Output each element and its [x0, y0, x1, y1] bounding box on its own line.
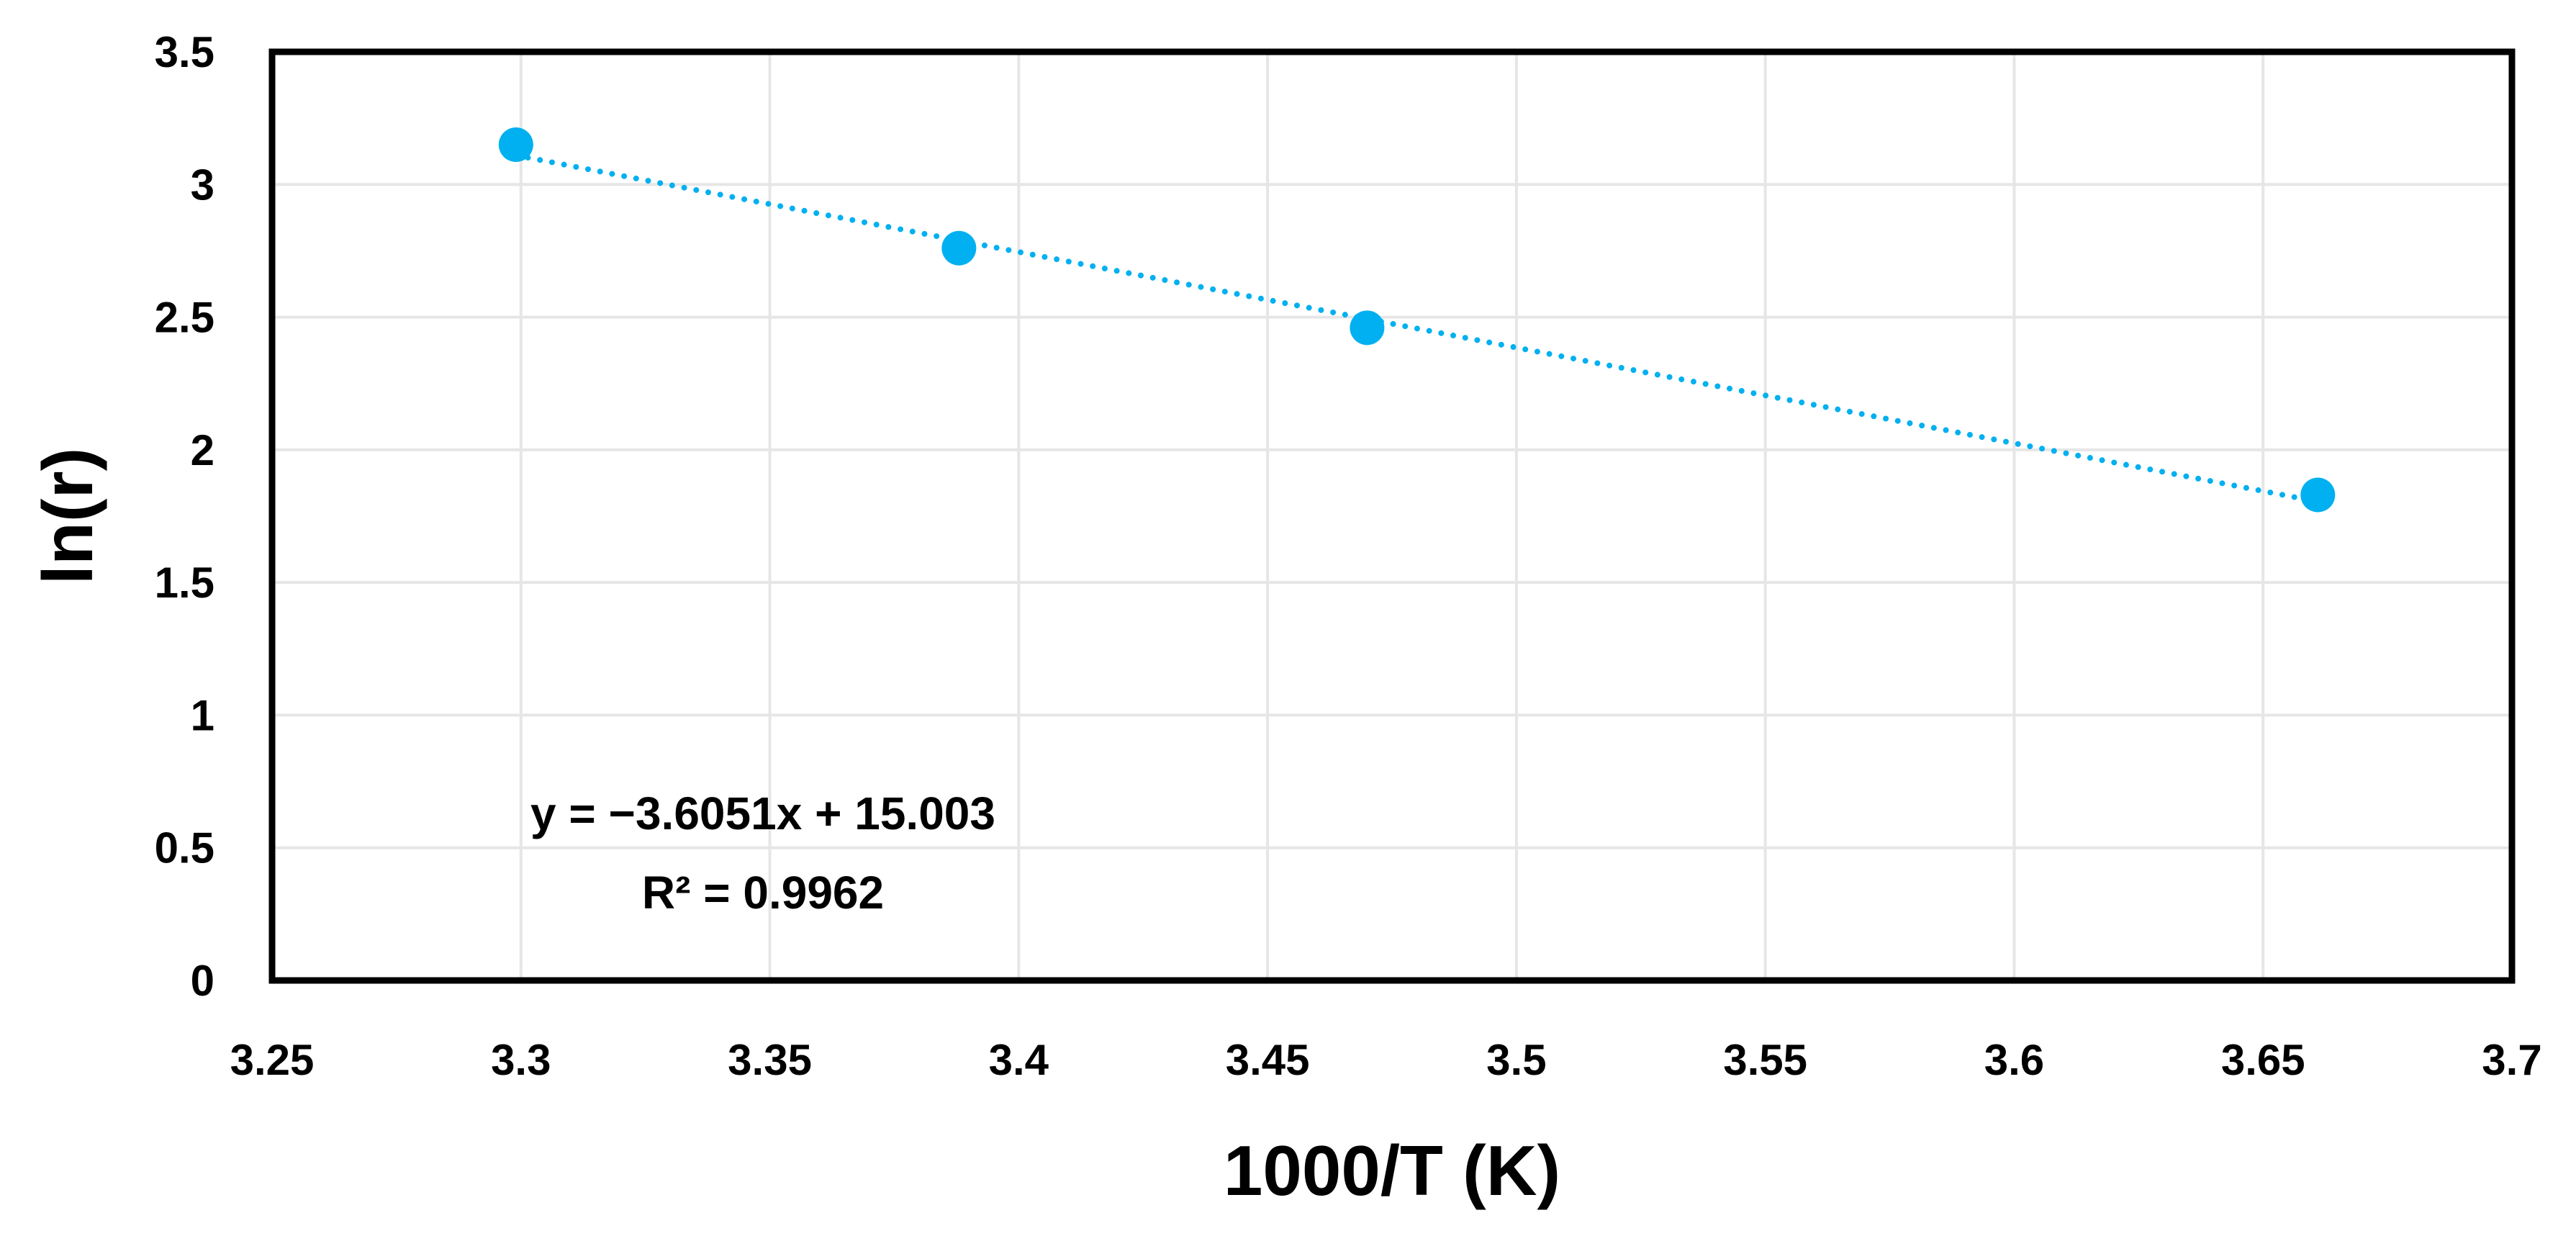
x-tick-label: 3.55 [1723, 1036, 1807, 1084]
x-tick-label: 3.3 [491, 1036, 551, 1084]
y-tick-label: 3 [191, 161, 214, 209]
x-tick-label: 3.5 [1486, 1036, 1546, 1084]
x-tick-label: 3.6 [1984, 1036, 2044, 1084]
y-axis-title: ln(r) [28, 448, 107, 585]
trendline-group [512, 152, 2321, 505]
data-point [2300, 477, 2336, 513]
x-tick-label: 3.4 [989, 1036, 1049, 1084]
y-tick-label: 0 [191, 957, 214, 1005]
x-tick-label: 3.35 [728, 1036, 812, 1084]
data-points [498, 127, 2336, 513]
plot-area-border [268, 48, 2516, 984]
x-tick-label: 3.65 [2221, 1036, 2305, 1084]
y-axis-ticks: 0 0.5 1 1.5 2 2.5 3 3.5 [155, 28, 214, 1005]
data-point [941, 230, 977, 266]
y-tick-label: 0.5 [155, 824, 214, 872]
data-point [498, 127, 533, 162]
x-axis-title: 1000/T (K) [1224, 1131, 1560, 1210]
trendline-r-squared: R² = 0.9962 [642, 867, 884, 919]
x-tick-label: 3.7 [2482, 1036, 2541, 1084]
x-tick-label: 3.25 [230, 1036, 315, 1084]
y-tick-label: 2.5 [155, 294, 214, 342]
x-tick-label: 3.45 [1226, 1036, 1310, 1084]
y-tick-label: 3.5 [155, 28, 214, 76]
y-tick-label: 2 [191, 426, 214, 474]
y-tick-label: 1 [191, 691, 214, 739]
gridlines [272, 52, 2512, 980]
y-tick-label: 1.5 [155, 559, 214, 607]
data-point [1350, 310, 1385, 346]
x-axis-ticks: 3.25 3.3 3.35 3.4 3.45 3.5 3.55 3.6 3.65 3.7 [230, 1036, 2542, 1084]
linear-trendline [512, 152, 2321, 505]
trendline-equation: y = −3.6051x + 15.003 [530, 788, 995, 839]
